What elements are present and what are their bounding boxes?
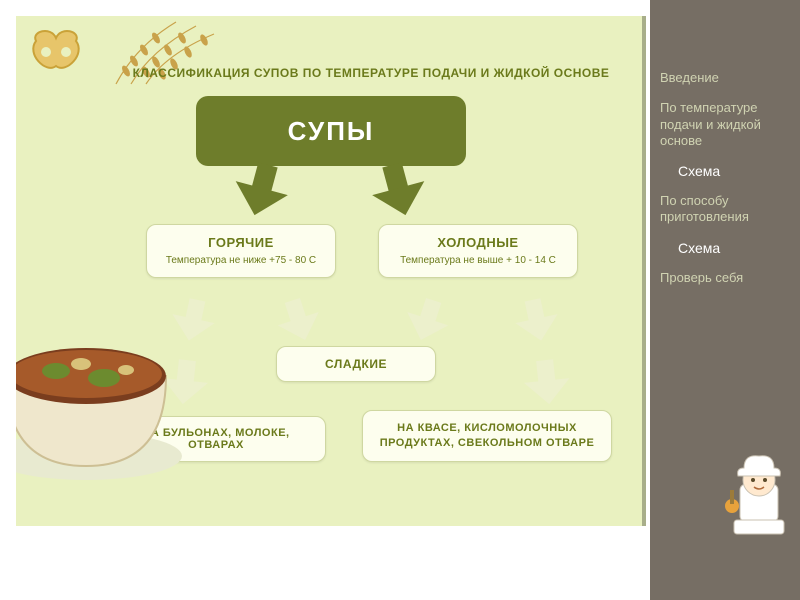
arrow-icon (522, 358, 572, 408)
sidebar-item-intro[interactable]: Введение (660, 70, 790, 86)
chef-icon (724, 450, 794, 540)
sweet-title: СЛАДКИЕ (285, 357, 427, 371)
arrow-icon (511, 295, 562, 346)
root-label: СУПЫ (288, 116, 375, 147)
cold-node: ХОЛОДНЫЕ Температура не выше + 10 - 14 С (378, 224, 578, 278)
arrow-icon (400, 294, 454, 348)
sidebar: Введение По температуре подачи и жидкой … (650, 0, 800, 600)
slide: КЛАССИФИКАЦИЯ СУПОВ ПО ТЕМПЕРАТУРЕ ПОДАЧ… (16, 16, 646, 526)
arrow-icon (228, 158, 294, 224)
cold-base-title: НА КВАСЕ, КИСЛОМОЛОЧНЫХ ПРОДУКТАХ, СВЕКО… (371, 421, 603, 451)
sweet-node: СЛАДКИЕ (276, 346, 436, 382)
pretzel-icon (26, 26, 86, 76)
cold-title: ХОЛОДНЫЕ (387, 235, 569, 250)
slide-shadow (642, 16, 646, 526)
stage: КЛАССИФИКАЦИЯ СУПОВ ПО ТЕМПЕРАТУРЕ ПОДАЧ… (0, 0, 800, 600)
cold-base-node: НА КВАСЕ, КИСЛОМОЛОЧНЫХ ПРОДУКТАХ, СВЕКО… (362, 410, 612, 462)
soup-bowl-icon (16, 266, 186, 486)
sidebar-item-method[interactable]: По способу приготовления (660, 193, 790, 226)
arrow-icon (366, 158, 432, 224)
sidebar-scheme-2[interactable]: Схема (678, 240, 790, 256)
sidebar-scheme-1[interactable]: Схема (678, 163, 790, 179)
root-node: СУПЫ (196, 96, 466, 166)
page-title: КЛАССИФИКАЦИЯ СУПОВ ПО ТЕМПЕРАТУРЕ ПОДАЧ… (116, 66, 626, 80)
arrow-icon (272, 294, 326, 348)
hot-title: ГОРЯЧИЕ (155, 235, 327, 250)
sidebar-item-quiz[interactable]: Проверь себя (660, 270, 790, 286)
sidebar-item-temp[interactable]: По температуре подачи и жидкой основе (660, 100, 790, 149)
cold-subtitle: Температура не выше + 10 - 14 С (387, 254, 569, 267)
